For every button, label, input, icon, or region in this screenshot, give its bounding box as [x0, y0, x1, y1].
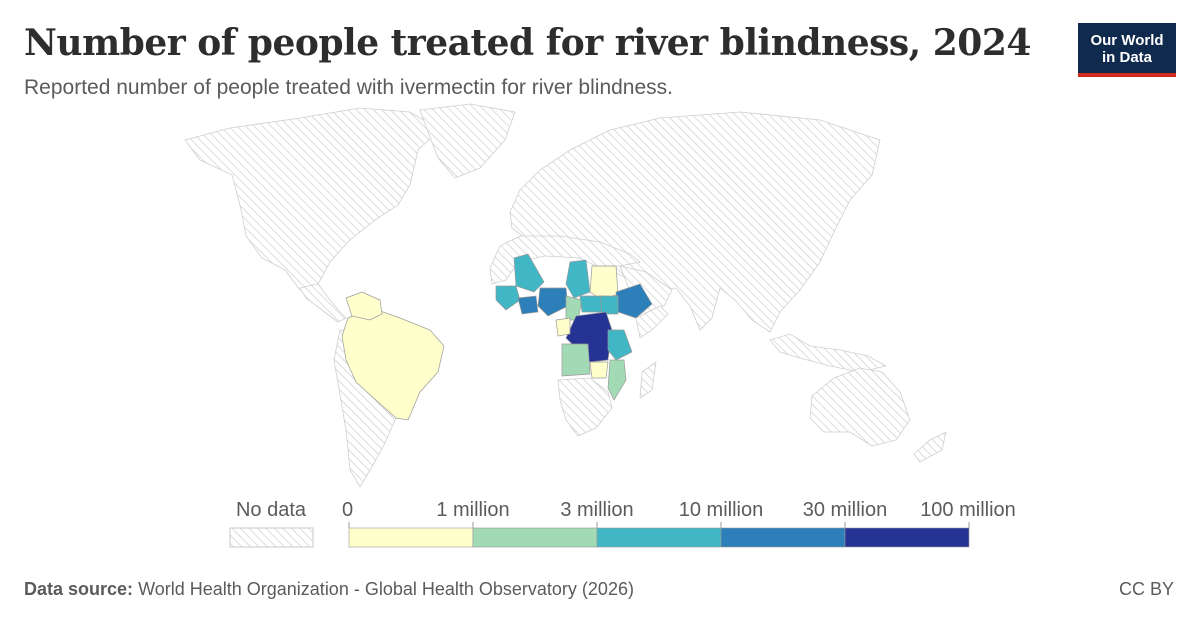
- country-nigeria: [537, 287, 569, 317]
- region-se-asia-islands: [769, 333, 888, 373]
- data-countries: [341, 253, 653, 421]
- legend-bin-4: [844, 527, 970, 548]
- world-map: No data 0 1 million 3 million 10 million 30 …: [184, 103, 1016, 548]
- source-text: World Health Organization - Global Healt…: [138, 579, 634, 599]
- legend-bin-2: [596, 527, 722, 548]
- country-brazil: [341, 307, 445, 421]
- country-ghana-region: [517, 295, 539, 315]
- region-australia: [809, 367, 911, 447]
- region-madagascar: [639, 361, 657, 399]
- owid-logo[interactable]: Our World in Data: [1078, 23, 1176, 77]
- legend-break-label-5: 100 million: [920, 499, 1016, 521]
- legend-bin-0: [348, 527, 474, 548]
- map-legend: No data 0 1 million 3 million 10 million 30 …: [229, 499, 1016, 548]
- country-venezuela: [345, 291, 383, 321]
- region-greenland: [419, 103, 516, 179]
- region-central-america: [299, 283, 347, 323]
- country-angola: [561, 343, 591, 377]
- country-congo-small: [555, 317, 571, 337]
- no-data-landmass: [184, 103, 947, 488]
- legend-no-data-label: No data: [236, 499, 307, 521]
- country-south-sudan: [599, 295, 619, 315]
- chart-title: Number of people treated for river blind…: [24, 22, 1031, 64]
- country-malawi-mozambique: [607, 359, 627, 401]
- legend-break-label-0: 0: [342, 499, 353, 521]
- country-sudan: [589, 265, 619, 301]
- legend-bin-3: [720, 527, 846, 548]
- region-north-america: [184, 107, 441, 291]
- legend-no-data-swatch: [229, 527, 314, 548]
- footer-source: Data source: World Health Organization -…: [24, 579, 634, 600]
- legend-break-label-1: 1 million: [436, 499, 509, 521]
- country-mali: [513, 253, 545, 293]
- country-zambia: [589, 361, 609, 379]
- logo-line-2: in Data: [1101, 49, 1152, 66]
- legend-bin-1: [472, 527, 598, 548]
- source-label: Data source:: [24, 579, 134, 599]
- region-north-africa: [489, 235, 641, 285]
- region-new-zealand: [913, 431, 947, 463]
- country-tanzania: [607, 329, 633, 361]
- chart-subtitle: Reported number of people treated with i…: [24, 76, 673, 99]
- region-southern-africa: [557, 377, 613, 437]
- logo-line-1: Our World: [1090, 32, 1164, 49]
- legend-break-label-3: 10 million: [679, 499, 763, 521]
- country-west-africa-coast: [495, 285, 521, 311]
- legend-bins: 0 1 million 3 million 10 million 30 million 1…: [342, 499, 1016, 548]
- country-chad: [565, 259, 591, 299]
- license-label[interactable]: CC BY: [1118, 579, 1174, 599]
- legend-break-label-2: 3 million: [560, 499, 633, 521]
- legend-break-label-4: 30 million: [803, 499, 887, 521]
- region-horn-of-africa: [635, 305, 669, 339]
